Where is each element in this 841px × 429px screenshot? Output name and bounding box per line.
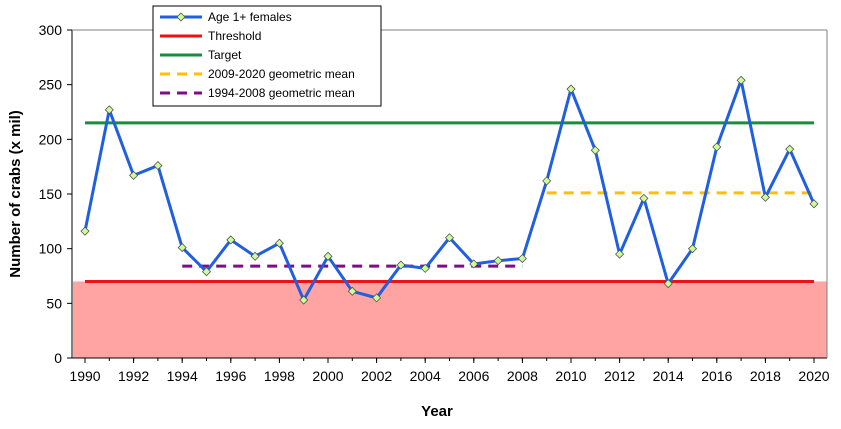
y-tick-label: 250 xyxy=(39,77,63,93)
data-point xyxy=(590,145,600,155)
data-point xyxy=(566,84,576,94)
data-point xyxy=(372,293,382,303)
x-tick-label: 1994 xyxy=(167,368,198,384)
x-tick-label: 2012 xyxy=(604,368,635,384)
data-point xyxy=(712,142,722,152)
data-point xyxy=(785,144,795,154)
data-point xyxy=(517,253,527,264)
y-tick-label: 100 xyxy=(39,241,63,257)
y-tick-label: 200 xyxy=(39,131,63,147)
x-tick-label: 2018 xyxy=(750,368,781,384)
legend-marker xyxy=(176,12,186,22)
y-axis-ticks: 0 50 100 150 200 250 300 xyxy=(39,22,72,366)
below-threshold-zone xyxy=(73,281,827,358)
data-point xyxy=(809,199,819,209)
x-tick-label: 2006 xyxy=(458,368,489,384)
x-tick-label: 2002 xyxy=(361,368,392,384)
x-tick-label: 1990 xyxy=(69,368,100,384)
x-tick-label: 2000 xyxy=(312,368,343,384)
x-tick-label: 2020 xyxy=(798,368,829,384)
data-point xyxy=(493,256,503,266)
x-tick-label: 2010 xyxy=(555,368,586,384)
data-point xyxy=(396,260,406,270)
data-point xyxy=(469,259,479,269)
data-point xyxy=(274,238,284,248)
data-point xyxy=(153,161,163,171)
data-point xyxy=(542,176,552,186)
y-tick-label: 150 xyxy=(39,186,63,202)
data-point xyxy=(226,235,236,245)
y-tick-label: 0 xyxy=(54,350,62,366)
legend-label: Age 1+ females xyxy=(208,10,292,24)
legend-label: 2009-2020 geometric mean xyxy=(208,67,355,81)
data-point xyxy=(299,295,309,305)
data-point xyxy=(760,192,770,202)
y-tick-label: 50 xyxy=(46,295,62,311)
legend: Age 1+ females Threshold Target 2009-2020 g… xyxy=(152,5,382,107)
data-point xyxy=(736,75,746,85)
data-point xyxy=(639,193,649,203)
data-point xyxy=(663,279,673,289)
x-axis-title: Year xyxy=(421,403,453,420)
y-axis-title: Number of crabs (x mil) xyxy=(7,110,24,278)
data-point xyxy=(323,251,333,261)
x-tick-label: 2008 xyxy=(507,368,538,384)
x-axis-ticks: 1990 1992 1994 1996 1998 2000 2002 2004 2006 2008… xyxy=(69,358,830,384)
x-tick-label: 2014 xyxy=(653,368,684,384)
data-point xyxy=(615,249,625,259)
x-tick-label: 1998 xyxy=(264,368,295,384)
data-markers xyxy=(80,75,819,305)
x-tick-label: 1996 xyxy=(215,368,246,384)
x-tick-label: 2004 xyxy=(410,368,441,384)
data-point xyxy=(201,267,212,277)
x-tick-label: 1992 xyxy=(118,368,149,384)
data-point xyxy=(347,286,357,296)
data-point xyxy=(104,105,114,115)
legend-label: Target xyxy=(208,48,242,62)
data-point xyxy=(420,263,430,273)
legend-label: 1994-2008 geometric mean xyxy=(208,86,355,100)
x-tick-label: 2016 xyxy=(701,368,732,384)
data-point xyxy=(250,251,260,261)
y-tick-label: 300 xyxy=(39,22,63,38)
legend-label: Threshold xyxy=(208,29,261,43)
data-point xyxy=(80,226,90,236)
data-point xyxy=(129,170,139,180)
data-point xyxy=(444,233,455,243)
data-point xyxy=(687,244,698,254)
data-point xyxy=(177,243,187,253)
